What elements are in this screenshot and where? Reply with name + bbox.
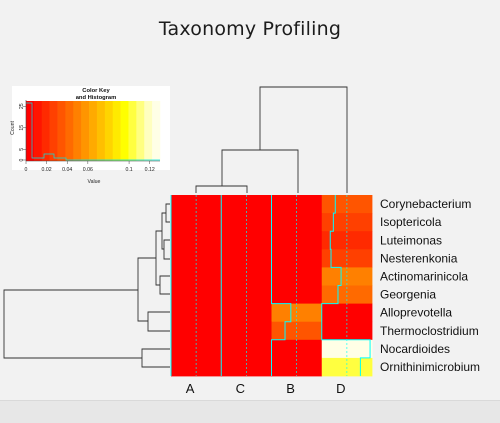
column-dendrogram bbox=[195, 86, 348, 193]
col-dendro-link-root bbox=[259, 86, 348, 193]
color-key-ramp bbox=[26, 101, 161, 161]
color-key-swatch bbox=[73, 101, 82, 161]
bottom-band bbox=[0, 400, 500, 423]
color-key-swatch bbox=[57, 101, 66, 161]
heatmap-cell bbox=[321, 285, 373, 304]
color-key: Color Key and Histogram 0 0.02 0.04 0.06 0.1… bbox=[10, 86, 170, 185]
color-key-swatch bbox=[49, 101, 58, 161]
column-label: D bbox=[336, 381, 345, 396]
heatmap-cell bbox=[221, 249, 272, 268]
trace-line bbox=[271, 195, 292, 376]
row-labels: Corynebacterium Isoptericola Luteimonas Nes… bbox=[380, 197, 480, 374]
heatmap-cell bbox=[171, 321, 222, 341]
color-key-swatch bbox=[41, 101, 50, 161]
color-key-y-tick-label: 25 bbox=[19, 103, 25, 109]
column-label: A bbox=[186, 381, 195, 396]
color-key-histogram bbox=[26, 102, 160, 161]
row-label: Isoptericola bbox=[380, 215, 442, 229]
color-key-swatch bbox=[128, 101, 137, 161]
heatmap-cell bbox=[321, 339, 373, 359]
color-key-swatch bbox=[65, 101, 74, 161]
heatmap-cell bbox=[171, 339, 222, 359]
heatmap-cell bbox=[221, 339, 272, 359]
color-key-ylabel: Count bbox=[10, 121, 16, 135]
trace-line bbox=[321, 195, 371, 376]
heatmap-traces bbox=[170, 195, 371, 376]
chart-title: Taxonomy Profiling bbox=[158, 18, 342, 40]
row-dendro-link-8 bbox=[141, 348, 170, 368]
color-key-xlabel: Value bbox=[88, 179, 101, 185]
heatmap-cell bbox=[221, 213, 272, 232]
row-dendro-link-4 bbox=[159, 275, 170, 295]
col-dendro-link-ac bbox=[195, 185, 248, 193]
row-dendrogram bbox=[3, 203, 170, 368]
color-key-y-tick-label: 5 bbox=[19, 148, 25, 151]
row-label: Luteimonas bbox=[380, 233, 442, 247]
heatmap-cell bbox=[271, 321, 323, 341]
color-key-x-tick-label: 0 bbox=[25, 167, 28, 173]
column-label: B bbox=[286, 381, 295, 396]
col-dendro-link-acb bbox=[221, 149, 299, 193]
row-label: Nesterenkonia bbox=[380, 251, 458, 265]
color-key-swatch bbox=[26, 101, 35, 161]
row-label: Actinomarinicola bbox=[380, 269, 468, 283]
heatmap-cell bbox=[271, 213, 323, 232]
heatmap-cell bbox=[221, 321, 272, 341]
row-dendro-link-1 bbox=[165, 203, 170, 223]
row-dendro-link-5 bbox=[155, 230, 162, 286]
color-key-x-tick-label: 0.1 bbox=[125, 167, 132, 173]
heatmap-cell bbox=[221, 285, 272, 304]
color-key-y-ticks: 0 5 15 25 bbox=[19, 103, 26, 161]
column-label: C bbox=[236, 381, 245, 396]
heatmap-cell bbox=[271, 339, 323, 359]
heatmap-cell bbox=[171, 213, 222, 232]
color-key-title: Color Key bbox=[82, 88, 110, 94]
heatmap-cell bbox=[321, 213, 373, 232]
color-key-x-tick-label: 0.12 bbox=[145, 167, 155, 173]
color-key-swatch bbox=[112, 101, 121, 161]
color-key-x-tick-label: 0.04 bbox=[62, 167, 72, 173]
color-key-swatch bbox=[96, 101, 106, 161]
heatmap-cell bbox=[321, 249, 373, 268]
row-label: Alloprevotella bbox=[380, 306, 452, 320]
color-key-swatch bbox=[152, 101, 161, 161]
color-key-y-tick-label: 0 bbox=[19, 158, 25, 161]
color-key-x-tick-label: 0.06 bbox=[83, 167, 93, 173]
color-key-swatch bbox=[144, 101, 153, 161]
color-key-swatch bbox=[120, 101, 129, 161]
row-dendro-link-6 bbox=[147, 311, 170, 332]
row-dendro-link-2 bbox=[163, 239, 170, 260]
row-label: Nocardioides bbox=[380, 342, 450, 356]
heatmap-cell bbox=[171, 285, 222, 304]
color-key-histogram-line bbox=[26, 102, 160, 161]
row-label: Thermoclostridium bbox=[380, 324, 479, 338]
row-label: Georgenia bbox=[380, 288, 436, 302]
color-key-swatch bbox=[81, 101, 90, 161]
color-key-x-tick-label: 0.02 bbox=[42, 167, 52, 173]
heatmap-cell bbox=[171, 249, 222, 268]
row-label: Corynebacterium bbox=[380, 197, 471, 211]
row-label: Ornithinimicrobium bbox=[380, 360, 480, 374]
color-key-swatch bbox=[89, 101, 98, 161]
color-key-swatch bbox=[136, 101, 145, 161]
heatmap-cell bbox=[271, 285, 323, 304]
color-key-subtitle: and Histogram bbox=[76, 95, 117, 101]
row-dendro-link-7 bbox=[137, 257, 156, 322]
heatmap-cell bbox=[271, 249, 323, 268]
color-key-swatch bbox=[33, 101, 43, 161]
color-key-swatch bbox=[104, 101, 114, 161]
color-key-y-tick-label: 15 bbox=[19, 125, 25, 131]
color-key-x-ticks: 0 0.02 0.04 0.06 0.1 0.12 bbox=[25, 161, 155, 173]
heatmap-cell bbox=[321, 321, 373, 341]
row-dendro-link-root bbox=[3, 289, 142, 359]
